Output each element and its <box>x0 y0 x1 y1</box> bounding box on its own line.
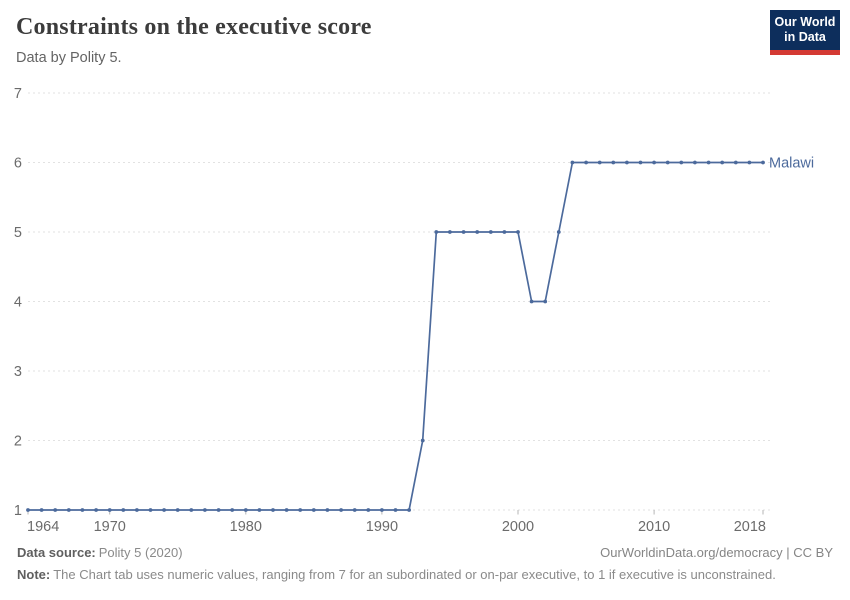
data-point-2006[interactable] <box>597 160 602 165</box>
data-point-1970[interactable] <box>107 508 112 512</box>
chart-footer: Data source: Polity 5 (2020) OurWorldinDa… <box>17 545 833 582</box>
data-point-1998[interactable] <box>488 230 493 234</box>
data-point-1989[interactable] <box>366 508 371 512</box>
data-point-1999[interactable] <box>502 230 507 234</box>
data-point-1993[interactable] <box>420 438 425 443</box>
data-point-1978[interactable] <box>216 508 221 512</box>
x-axis-label-2018: 2018 <box>734 519 766 535</box>
data-point-1972[interactable] <box>135 508 139 512</box>
data-point-2009[interactable] <box>638 160 643 165</box>
data-point-2016[interactable] <box>733 160 738 165</box>
owid-logo-line1: Our World <box>774 15 836 29</box>
data-point-1979[interactable] <box>230 508 235 512</box>
data-source-value: Polity 5 (2020) <box>98 545 183 560</box>
y-axis-label-2: 2 <box>14 434 22 450</box>
data-point-2000[interactable] <box>516 230 520 234</box>
y-axis-label-3: 3 <box>14 364 22 380</box>
note-label: Note: <box>17 567 51 582</box>
line-malawi[interactable] <box>28 161 763 511</box>
y-axis-label-7: 7 <box>14 86 22 102</box>
data-point-2012[interactable] <box>679 160 684 165</box>
data-point-2010[interactable] <box>652 160 656 165</box>
data-point-1976[interactable] <box>189 508 194 512</box>
owid-logo-line2: in Data <box>784 30 826 44</box>
x-axis-label-1980: 1980 <box>230 519 262 535</box>
data-point-1967[interactable] <box>66 508 71 512</box>
data-point-1994[interactable] <box>434 230 439 234</box>
data-source: Data source: Polity 5 (2020) <box>17 545 183 560</box>
data-point-1971[interactable] <box>121 508 126 512</box>
data-point-2004[interactable] <box>570 160 575 165</box>
data-point-1997[interactable] <box>475 230 480 234</box>
data-point-1984[interactable] <box>298 508 303 512</box>
data-point-1965[interactable] <box>39 508 44 512</box>
data-point-1981[interactable] <box>257 508 262 512</box>
y-axis-label-6: 6 <box>14 156 22 172</box>
x-axis-label-1964: 1964 <box>27 519 59 535</box>
data-point-1990[interactable] <box>380 508 384 512</box>
data-point-1983[interactable] <box>284 508 289 512</box>
data-point-2007[interactable] <box>611 160 616 165</box>
chart-subtitle: Data by Polity 5. <box>16 50 122 66</box>
data-point-2014[interactable] <box>706 160 711 165</box>
data-point-1975[interactable] <box>175 508 180 512</box>
data-point-1996[interactable] <box>461 230 466 234</box>
data-point-2003[interactable] <box>556 230 561 234</box>
data-point-1977[interactable] <box>203 508 207 512</box>
x-axis-label-2000: 2000 <box>502 519 534 535</box>
data-point-2008[interactable] <box>625 160 629 165</box>
data-point-1968[interactable] <box>80 508 85 512</box>
data-point-2011[interactable] <box>665 160 670 165</box>
data-point-2015[interactable] <box>720 160 725 165</box>
data-point-1995[interactable] <box>448 230 452 234</box>
data-point-1992[interactable] <box>407 508 411 512</box>
data-point-1988[interactable] <box>352 508 357 512</box>
data-point-1966[interactable] <box>53 508 58 512</box>
data-source-label: Data source: <box>17 545 96 560</box>
x-axis-label-1990: 1990 <box>366 519 398 535</box>
data-point-2002[interactable] <box>543 299 548 304</box>
data-point-2001[interactable] <box>529 299 534 304</box>
note-text: The Chart tab uses numeric values, rangi… <box>53 567 776 582</box>
owid-logo[interactable]: Our World in Data <box>770 10 840 55</box>
data-point-1974[interactable] <box>162 508 167 512</box>
data-point-2013[interactable] <box>693 160 697 165</box>
y-axis-label-4: 4 <box>14 295 22 311</box>
data-point-2018[interactable] <box>761 160 765 165</box>
y-axis-label-1: 1 <box>14 503 22 519</box>
owid-link[interactable]: OurWorldinData.org/democracy | CC BY <box>600 545 833 560</box>
data-point-1964[interactable] <box>26 508 30 512</box>
entity-label: Malawi <box>769 156 814 172</box>
page-title: Constraints on the executive score <box>16 14 372 40</box>
chart-note: Note: The Chart tab uses numeric values, … <box>17 567 833 582</box>
data-point-1969[interactable] <box>94 508 98 512</box>
data-point-1985[interactable] <box>311 508 316 512</box>
data-point-2017[interactable] <box>747 160 752 165</box>
data-point-1991[interactable] <box>393 508 398 512</box>
data-point-1980[interactable] <box>243 508 248 512</box>
data-point-2005[interactable] <box>584 160 588 165</box>
data-point-1973[interactable] <box>148 508 153 512</box>
data-point-1982[interactable] <box>271 508 275 512</box>
data-point-1986[interactable] <box>325 508 330 512</box>
data-point-1987[interactable] <box>339 508 343 512</box>
x-axis-label-1970: 1970 <box>94 519 126 535</box>
x-axis-label-2010: 2010 <box>638 519 670 535</box>
y-axis-label-5: 5 <box>14 225 22 241</box>
